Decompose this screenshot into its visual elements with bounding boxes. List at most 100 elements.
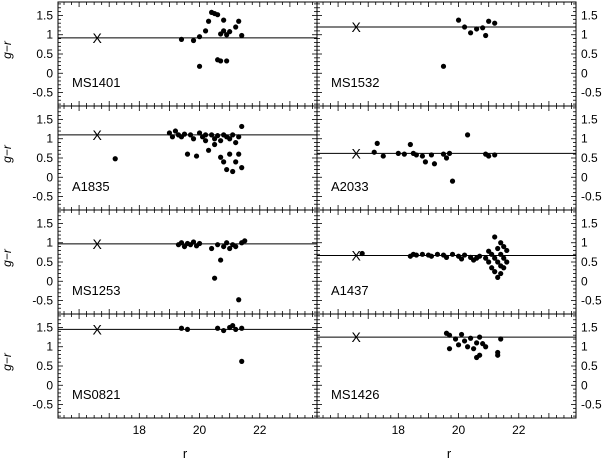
y-tick-label: 0 — [581, 66, 588, 80]
panel-ms1532: 1.5 1 0.5 0 -0.5 X MS1532 — [316, 1, 602, 107]
x-marker: X — [351, 145, 361, 161]
data-point — [374, 140, 380, 146]
data-point — [504, 247, 510, 254]
y-tick-label: 1.5 — [36, 216, 53, 230]
data-point — [486, 18, 492, 24]
data-point — [467, 30, 474, 36]
data-point — [233, 243, 239, 250]
data-point — [431, 161, 438, 167]
data-point — [221, 243, 227, 250]
panel-frame — [316, 1, 577, 107]
data-point — [498, 240, 504, 246]
x-marker: X — [92, 236, 102, 252]
data-point — [401, 151, 407, 157]
x-tick-label: 18 — [133, 423, 147, 437]
data-point — [461, 252, 468, 258]
svg-text:g−r: g−r — [0, 352, 14, 371]
data-point — [395, 150, 401, 156]
panel-label: A2033 — [331, 179, 369, 194]
y-tick-label: -0.5 — [32, 294, 53, 308]
data-point — [193, 153, 200, 159]
data-point — [169, 134, 176, 140]
data-point — [440, 63, 447, 69]
data-point — [419, 251, 426, 257]
y-tick-label: 1.5 — [36, 8, 53, 22]
data-point — [233, 326, 239, 333]
data-point — [483, 255, 489, 261]
y-tick-label: 0.5 — [36, 359, 53, 373]
y-tick-label: 0 — [46, 66, 53, 80]
data-point — [178, 36, 185, 42]
data-point — [483, 344, 489, 350]
y-tick-label: 0 — [46, 274, 53, 288]
y-tick-label: 1 — [46, 236, 53, 250]
data-point — [359, 250, 365, 257]
panel-label: A1437 — [331, 283, 369, 298]
data-point — [215, 133, 221, 139]
data-point — [495, 245, 501, 252]
data-point — [443, 155, 450, 161]
data-point — [202, 138, 209, 144]
data-point — [196, 34, 203, 40]
data-point — [477, 253, 483, 259]
data-point — [215, 325, 221, 331]
x-marker: X — [92, 321, 102, 337]
data-point — [474, 26, 480, 32]
data-point — [239, 165, 245, 171]
data-point — [184, 151, 191, 157]
data-point — [434, 251, 441, 257]
data-point — [230, 322, 236, 329]
data-point — [227, 151, 233, 157]
svg-text:g−r: g−r — [0, 40, 14, 59]
x-axis-label-right: r — [447, 446, 452, 461]
panel-frame — [57, 105, 318, 211]
y-tick-label: 1.5 — [581, 112, 598, 126]
panel-ms1401: 1.5 1 0.5 0 -0.5 X MS1401 — [32, 1, 318, 107]
data-point — [181, 131, 188, 137]
data-point — [230, 168, 236, 175]
data-point — [455, 17, 462, 23]
panel-a1437: 1.5 1 0.5 0 -0.5 X A1437 — [316, 209, 602, 315]
y-axis-label-row-1: g−r — [0, 40, 14, 59]
data-point — [233, 24, 239, 30]
data-point — [196, 240, 203, 247]
data-point — [449, 178, 456, 184]
y-tick-label: 0 — [581, 170, 588, 184]
data-point — [498, 270, 504, 277]
y-tick-label: 1.5 — [36, 320, 53, 334]
y-tick-label: 1 — [581, 132, 588, 146]
data-point — [471, 346, 477, 352]
data-point — [504, 259, 510, 265]
data-point — [196, 63, 203, 69]
data-point — [443, 254, 450, 260]
data-point — [413, 152, 419, 158]
data-point — [492, 20, 498, 26]
data-point — [236, 18, 242, 24]
data-point — [190, 136, 197, 142]
x-marker: X — [351, 329, 361, 345]
data-point — [227, 245, 233, 252]
data-point — [458, 256, 465, 262]
y-tick-label: 0.5 — [581, 359, 598, 373]
y-tick-label: -0.5 — [32, 86, 53, 100]
data-point — [498, 251, 504, 257]
panel-a2033: 1.5 1 0.5 0 -0.5 X A2033 — [316, 105, 602, 211]
data-point — [178, 325, 185, 331]
data-point — [208, 245, 215, 252]
x-tick-label: 20 — [452, 423, 466, 437]
data-point — [221, 28, 227, 34]
data-point — [495, 352, 501, 358]
x-tick-label: 22 — [512, 423, 526, 437]
data-point — [190, 37, 197, 44]
y-tick-label: 1.5 — [581, 320, 598, 334]
data-point — [452, 336, 459, 342]
data-point — [461, 24, 468, 30]
x-tick-label: 22 — [253, 423, 267, 437]
panel-label: MS1253 — [72, 283, 120, 298]
svg-text:g−r: g−r — [0, 144, 14, 163]
data-point — [166, 130, 173, 136]
data-point — [208, 132, 215, 138]
data-point — [464, 132, 471, 138]
x-marker: X — [92, 30, 102, 46]
data-point — [205, 147, 212, 153]
